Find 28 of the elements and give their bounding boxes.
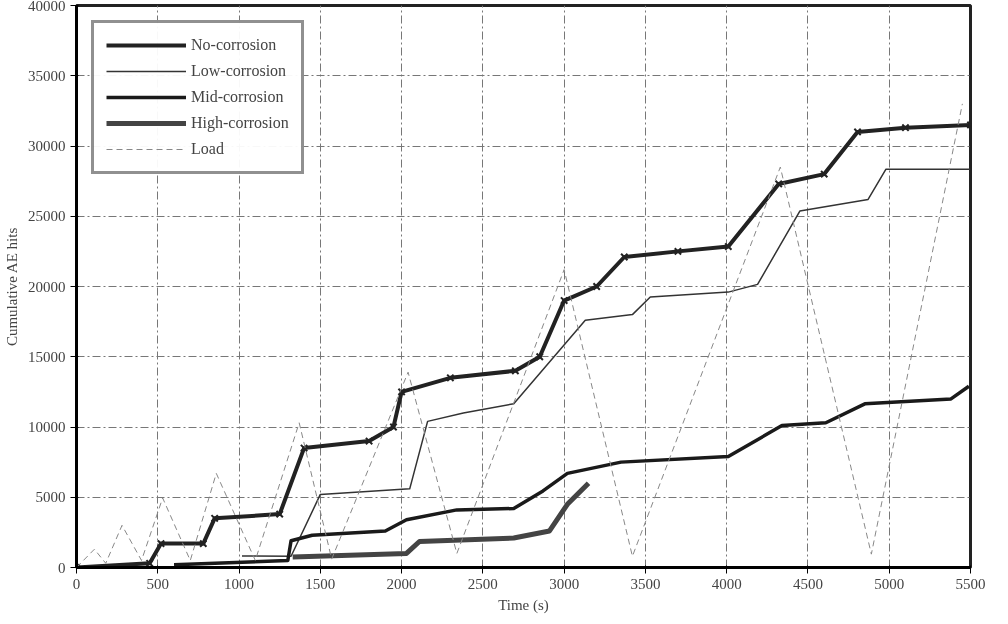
- x-tick-label: 3000: [549, 575, 580, 592]
- y-tick-label: 20000: [28, 278, 66, 295]
- y-tick-label: 10000: [28, 419, 66, 435]
- x-tick-label: 500: [146, 575, 170, 592]
- x-axis-title: Time (s): [498, 596, 549, 614]
- legend-label: High-corrosion: [191, 114, 289, 132]
- y-axis-title: Cumulative AE hits: [4, 227, 20, 347]
- legend-label: Mid-corrosion: [191, 88, 284, 106]
- y-tick-label: 35000: [28, 67, 66, 84]
- x-tick-label: 4000: [711, 575, 742, 592]
- y-tick-label: 40000: [28, 0, 66, 14]
- y-tick-label: 30000: [28, 138, 66, 154]
- x-tick-label: 2500: [467, 575, 498, 592]
- legend-label: No-corrosion: [191, 36, 277, 54]
- x-tick-label: 1000: [224, 575, 255, 592]
- x-tick-label: 5000: [874, 575, 905, 592]
- y-tick-label: 25000: [28, 208, 66, 225]
- legend-label: Load: [191, 140, 224, 158]
- x-tick-label: 5500: [955, 575, 986, 592]
- y-tick-label: 5000: [35, 489, 66, 506]
- x-tick-label: 3500: [630, 575, 661, 592]
- x-tick-label: 0: [72, 575, 81, 592]
- x-tick-label: 2000: [386, 575, 417, 592]
- x-tick-label: 1500: [305, 575, 336, 592]
- legend-label: Low-corrosion: [191, 62, 287, 80]
- y-tick-label: 0: [58, 559, 66, 576]
- x-tick-label: 4500: [792, 575, 823, 592]
- y-tick-label: 15000: [28, 348, 66, 365]
